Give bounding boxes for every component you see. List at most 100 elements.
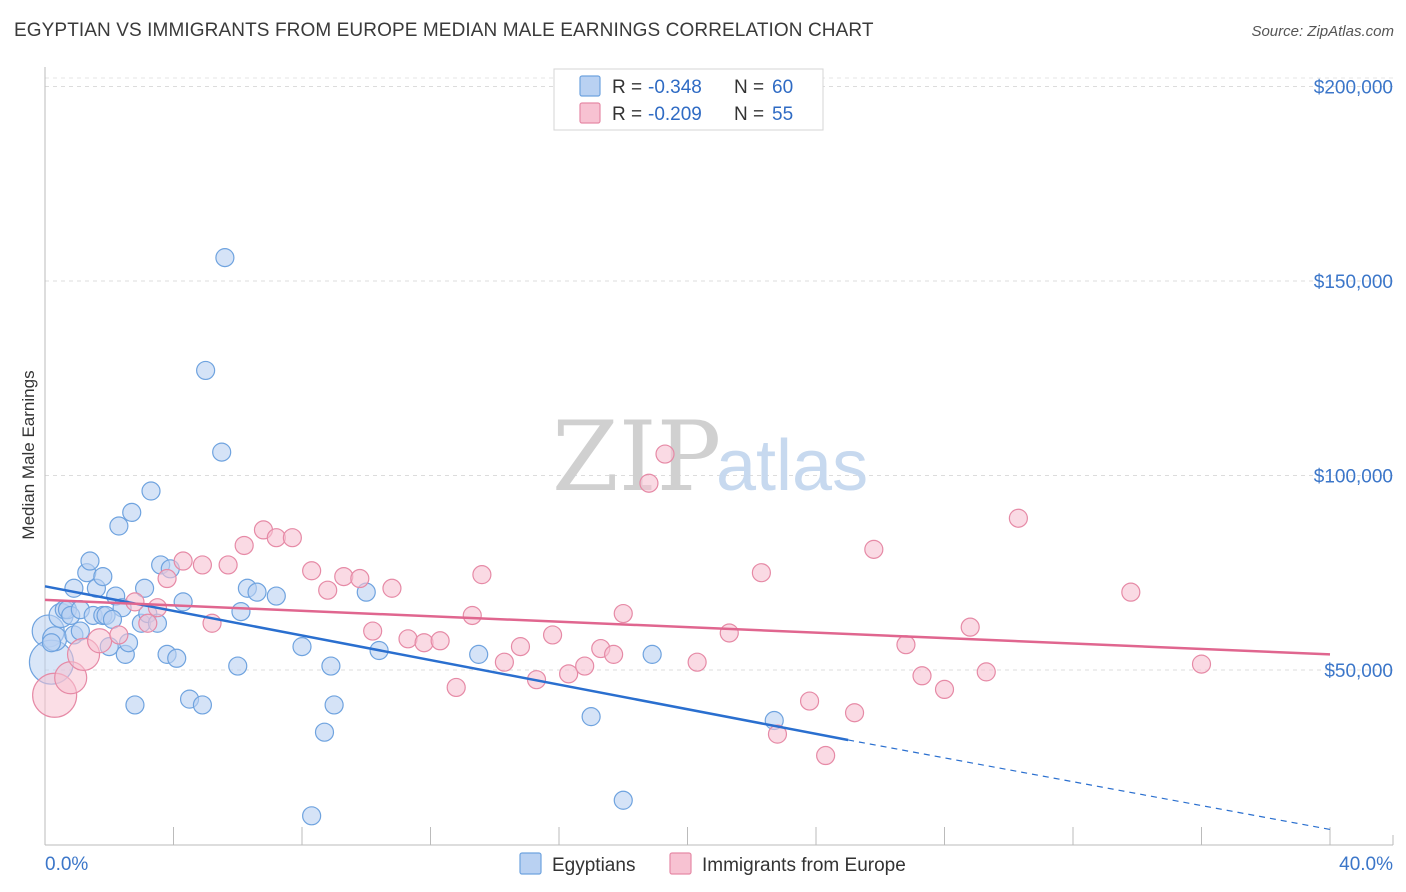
point-egyptians-41: [228, 656, 248, 676]
point-immigrants-46: [844, 703, 865, 723]
point-immigrants-9: [173, 551, 193, 571]
watermark: ZIP atlas: [552, 401, 868, 513]
point-immigrants-52: [976, 662, 996, 682]
legend-bottom-swatch-egyptians: [519, 852, 542, 875]
point-egyptians-25: [125, 695, 145, 715]
point-immigrants-25: [430, 631, 450, 651]
point-egyptians-12: [80, 551, 100, 571]
legend-bottom-label-immigrants: Immigrants from Europe: [702, 855, 906, 876]
point-immigrants-26: [446, 677, 466, 698]
point-immigrants-45: [816, 745, 836, 766]
point-egyptians-56: [642, 644, 662, 664]
point-immigrants-51: [960, 617, 980, 637]
point-immigrants-21: [363, 621, 383, 641]
legend-r-value-1: -0.209: [648, 104, 702, 125]
point-egyptians-29: [141, 481, 161, 501]
x-tick-label-max: 40.0%: [1339, 854, 1393, 875]
legend-swatch-egyptians: [579, 75, 601, 97]
point-immigrants-19: [334, 566, 354, 587]
point-immigrants-13: [234, 535, 254, 556]
x-tick-labels: 0.0% 40.0%: [45, 854, 1393, 875]
x-tick-label-min: 0.0%: [45, 854, 88, 875]
y-axis-label: Median Male Earnings: [19, 370, 38, 539]
point-egyptians-10: [70, 621, 90, 641]
trend-line-immigrants: [44, 598, 1331, 656]
point-immigrants-10: [192, 555, 213, 575]
trend-line-egyptians-extension: [848, 739, 1331, 831]
point-immigrants-28: [472, 565, 492, 585]
point-immigrants-16: [282, 528, 302, 548]
point-immigrants-43: [767, 724, 788, 744]
point-egyptians-55: [613, 790, 633, 810]
point-immigrants-36: [604, 644, 624, 664]
point-immigrants-55: [1191, 654, 1212, 674]
legend-bottom-label-egyptians: Egyptians: [552, 855, 635, 876]
point-egyptians-42: [231, 601, 251, 622]
point-egyptians-47: [302, 806, 322, 826]
point-immigrants-8: [157, 568, 177, 589]
point-egyptians-27: [134, 578, 155, 598]
y-tick-labels: $50,000 $100,000 $150,000 $200,000: [1314, 77, 1393, 682]
point-immigrants-54: [1121, 582, 1141, 602]
point-immigrants-42: [751, 563, 771, 583]
point-egyptians-50: [324, 695, 344, 715]
legend-bottom-swatch-immigrants: [669, 852, 692, 875]
point-egyptians-35: [173, 592, 193, 612]
legend-r-value-0: -0.348: [648, 77, 702, 98]
point-egyptians-24: [122, 502, 142, 523]
point-immigrants-49: [912, 666, 932, 686]
point-egyptians-40: [215, 248, 235, 268]
y-tick-label-100000: $100,000: [1314, 466, 1393, 487]
point-immigrants-30: [510, 637, 531, 657]
point-immigrants-24: [414, 633, 434, 653]
chart-title: EGYPTIAN VS IMMIGRANTS FROM EUROPE MEDIA…: [14, 20, 874, 41]
point-immigrants-47: [864, 539, 884, 559]
legend-n-value-1: 55: [772, 104, 793, 125]
point-egyptians-39: [212, 442, 232, 462]
point-immigrants-23: [398, 629, 418, 649]
point-egyptians-53: [469, 644, 489, 664]
point-immigrants-15: [266, 528, 286, 548]
legend-n-value-0: 60: [772, 77, 793, 98]
y-tick-label-50000: $50,000: [1324, 661, 1393, 682]
point-immigrants-22: [382, 578, 402, 598]
point-egyptians-46: [292, 637, 312, 657]
legend-top: R = -0.348 N = 60 R = -0.209 N = 55: [553, 68, 824, 131]
point-egyptians-34: [167, 648, 187, 668]
legend-bottom: Egyptians Immigrants from Europe: [519, 852, 906, 876]
point-immigrants-4: [109, 625, 129, 645]
legend-r-label-1: R =: [612, 104, 642, 125]
watermark-zip: ZIP: [552, 401, 721, 513]
point-immigrants-38: [639, 473, 659, 493]
legend-n-label-0: N =: [734, 77, 764, 98]
point-immigrants-17: [302, 561, 322, 581]
point-immigrants-41: [719, 623, 739, 643]
point-immigrants-48: [896, 635, 916, 655]
point-immigrants-18: [318, 580, 338, 600]
data-points: [28, 248, 1212, 826]
legend-swatch-immigrants: [579, 102, 601, 124]
legend-n-label-1: N =: [734, 104, 764, 125]
point-immigrants-33: [559, 664, 579, 684]
point-egyptians-16: [93, 566, 113, 587]
y-tick-label-200000: $200,000: [1314, 77, 1393, 98]
source-label: Source: ZipAtlas.com: [1251, 23, 1394, 40]
trend-lines: [44, 585, 1331, 831]
point-immigrants-50: [934, 679, 955, 700]
point-egyptians-58: [41, 633, 62, 653]
point-egyptians-44: [247, 582, 267, 602]
point-immigrants-20: [350, 568, 370, 589]
point-immigrants-27: [462, 605, 482, 626]
point-egyptians-45: [266, 586, 286, 606]
point-egyptians-8: [64, 578, 84, 598]
point-immigrants-39: [655, 444, 675, 464]
trend-line-egyptians: [44, 585, 849, 742]
point-immigrants-6: [138, 613, 158, 633]
point-egyptians-37: [192, 695, 213, 715]
point-egyptians-48: [314, 722, 335, 742]
point-immigrants-29: [494, 652, 514, 672]
point-egyptians-20: [109, 516, 129, 536]
point-immigrants-37: [613, 603, 633, 624]
point-immigrants-53: [1008, 508, 1028, 528]
